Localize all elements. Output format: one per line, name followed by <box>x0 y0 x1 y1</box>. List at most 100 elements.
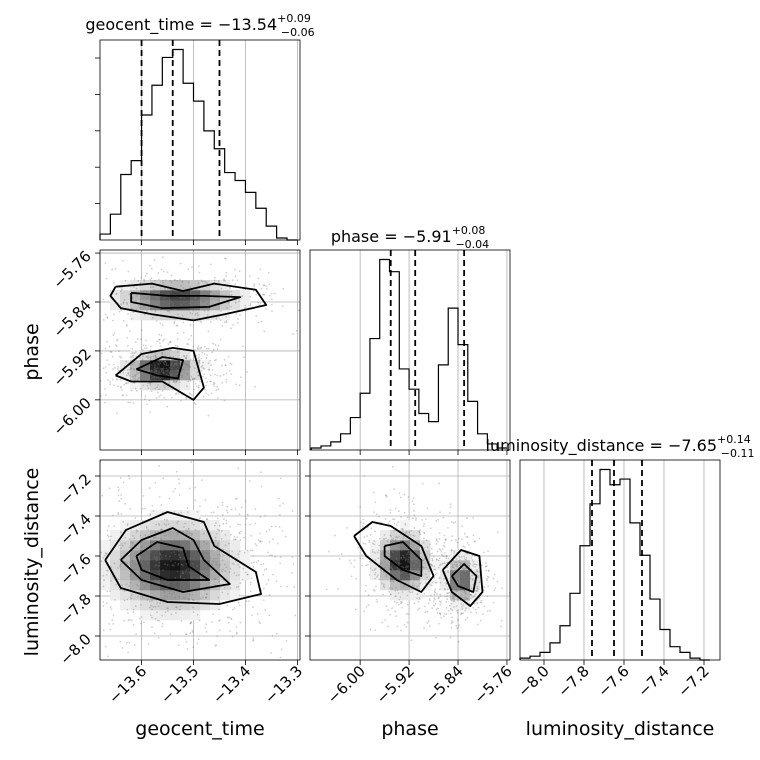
scatter-point <box>130 389 133 392</box>
scatter-point <box>243 551 246 554</box>
axes-frame <box>99 459 301 661</box>
scatter-point <box>246 549 249 552</box>
scatter-point <box>129 561 132 564</box>
scatter-point <box>150 345 152 348</box>
scatter-point <box>206 593 208 596</box>
scatter-point <box>444 539 447 542</box>
scatter-point <box>470 587 473 589</box>
scatter-point <box>391 538 393 541</box>
density-cell <box>140 600 151 611</box>
scatter-point <box>402 546 405 549</box>
scatter-point <box>461 570 464 573</box>
scatter-point <box>451 621 454 624</box>
scatter-point <box>203 373 206 375</box>
density-cell <box>230 560 241 571</box>
scatter-point <box>447 527 449 529</box>
scatter-point <box>482 613 484 616</box>
scatter-point <box>140 588 142 591</box>
scatter-point <box>389 555 392 558</box>
scatter-point <box>225 378 228 381</box>
scatter-point <box>227 542 230 545</box>
scatter-point <box>163 518 166 521</box>
scatter-point <box>325 588 328 591</box>
density-cell <box>220 300 231 311</box>
density-cell <box>180 350 191 361</box>
scatter-point <box>189 622 192 624</box>
scatter-point <box>136 595 139 598</box>
scatter-point <box>163 338 165 341</box>
density-cell <box>140 570 151 581</box>
density-cell <box>150 590 161 601</box>
scatter-point <box>167 533 170 536</box>
scatter-point <box>120 513 123 515</box>
scatter-point <box>126 524 129 527</box>
scatter-point <box>100 352 103 355</box>
scatter-point <box>238 604 241 607</box>
density-cell <box>220 310 231 321</box>
scatter-point <box>397 603 400 606</box>
scatter-point <box>231 550 234 553</box>
scatter-point <box>205 630 208 633</box>
scatter-point <box>186 373 189 376</box>
scatter-point <box>126 523 129 525</box>
scatter-point <box>454 561 457 563</box>
scatter-point <box>140 361 143 364</box>
scatter-point <box>476 590 479 593</box>
scatter-point <box>262 563 265 565</box>
scatter-point <box>173 363 176 366</box>
scatter-point <box>153 556 156 558</box>
density-cell <box>180 600 191 611</box>
scatter-point <box>235 312 238 315</box>
scatter-point <box>158 496 161 498</box>
scatter-point <box>136 530 139 533</box>
scatter-point <box>237 467 240 470</box>
scatter-point <box>169 547 172 550</box>
scatter-point <box>471 596 474 599</box>
scatter-point <box>187 598 190 601</box>
scatter-point <box>104 401 106 404</box>
contour-line <box>115 346 205 401</box>
scatter-point <box>149 551 152 553</box>
scatter-point <box>451 564 454 566</box>
scatter-point <box>389 509 392 511</box>
scatter-point <box>450 549 453 551</box>
scatter-point <box>154 355 157 358</box>
scatter-point <box>115 292 118 295</box>
scatter-point <box>449 506 452 508</box>
scatter-point <box>443 534 446 537</box>
scatter-point <box>466 616 469 619</box>
scatter-point <box>157 522 160 525</box>
density-cell <box>170 590 181 601</box>
scatter-point <box>278 497 280 500</box>
scatter-point <box>233 607 236 609</box>
scatter-point <box>176 533 178 536</box>
scatter-point <box>196 553 199 555</box>
scatter-point <box>145 302 148 304</box>
scatter-point <box>229 533 232 536</box>
scatter-point <box>456 627 458 630</box>
scatter-point <box>260 320 263 323</box>
scatter-point <box>437 622 440 625</box>
scatter-point <box>189 324 192 327</box>
scatter-point <box>363 475 366 478</box>
scatter-point <box>148 356 151 359</box>
scatter-point <box>177 550 180 553</box>
scatter-point <box>398 598 401 601</box>
scatter-point <box>449 503 452 506</box>
scatter-point <box>197 374 200 377</box>
scatter-point <box>12 329 14 331</box>
scatter-point <box>206 354 208 356</box>
density-cell <box>190 550 201 561</box>
scatter-point <box>214 343 217 346</box>
scatter-point <box>135 373 138 376</box>
scatter-point <box>274 556 276 558</box>
scatter-point <box>451 616 453 619</box>
scatter-point <box>451 595 454 597</box>
scatter-point <box>128 368 131 371</box>
scatter-point <box>268 528 271 531</box>
scatter-point <box>141 359 144 362</box>
scatter-point <box>250 577 253 580</box>
title-luminosity-distance: luminosity_distance = −7.65+0.14 −0.11 <box>486 433 755 460</box>
density-cell <box>120 600 131 611</box>
scatter-point <box>399 562 402 565</box>
